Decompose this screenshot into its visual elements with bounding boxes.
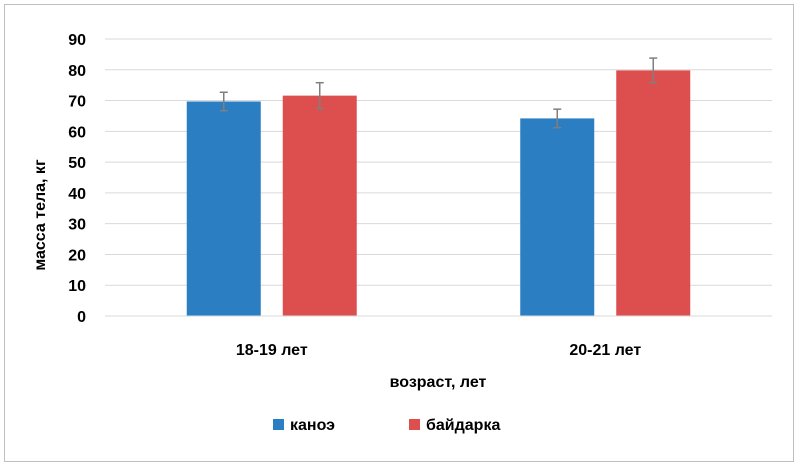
legend-label: байдарка xyxy=(426,417,500,434)
legend-label: каноэ xyxy=(290,417,335,434)
y-axis-title: масса тела, кг xyxy=(32,159,49,271)
y-tick-label: 90 xyxy=(68,32,86,49)
y-tick-labels: 0 10 20 30 40 50 60 70 80 90 xyxy=(68,32,86,326)
x-axis-title: возраст, лет xyxy=(390,374,487,391)
bar-baydarka-1 xyxy=(616,70,691,316)
category-labels: 18-19 лет 20-21 лет xyxy=(236,342,642,359)
y-tick-label: 70 xyxy=(68,94,86,111)
bar-chart: 0 10 20 30 40 50 60 70 80 90 18-19 лет 20-21 лет м… xyxy=(32,32,772,434)
category-label: 18-19 лет xyxy=(236,342,308,359)
y-tick-label: 40 xyxy=(68,186,86,203)
bar-kanoe-1 xyxy=(520,118,595,316)
y-tick-label: 80 xyxy=(68,63,86,80)
bar-baydarka-0 xyxy=(282,95,357,317)
error-bars xyxy=(219,57,658,129)
error-bar xyxy=(649,57,658,84)
error-bar xyxy=(219,91,228,112)
chart-frame: 0 10 20 30 40 50 60 70 80 90 18-19 лет 20-21 лет м… xyxy=(4,4,794,462)
y-tick-label: 0 xyxy=(77,309,86,326)
legend-swatch xyxy=(409,419,420,430)
error-bar xyxy=(553,108,562,129)
legend: каноэ байдарка xyxy=(273,417,500,434)
category-label: 20-21 лет xyxy=(569,342,641,359)
y-tick-label: 20 xyxy=(68,247,86,264)
legend-item: каноэ xyxy=(273,417,335,434)
y-tick-label: 50 xyxy=(68,155,86,172)
bar-kanoe-0 xyxy=(186,101,261,317)
y-tick-label: 30 xyxy=(68,217,86,234)
error-bar xyxy=(315,81,324,110)
y-tick-label: 60 xyxy=(68,124,86,141)
y-tick-label: 10 xyxy=(68,278,86,295)
bars xyxy=(186,70,691,317)
legend-swatch xyxy=(273,419,284,430)
legend-item: байдарка xyxy=(409,417,500,434)
